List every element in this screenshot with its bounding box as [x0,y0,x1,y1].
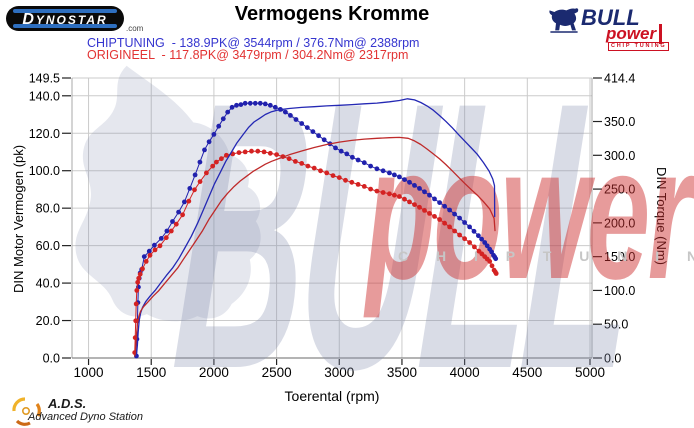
ads-swirl-icon [12,397,41,426]
svg-text:2000: 2000 [199,365,229,380]
dynostar-logo-rest: YNOSTAR [35,13,108,27]
svg-text:200.0: 200.0 [604,216,635,230]
bullpower-logo-bull-text: BULL [581,5,640,30]
bullpower-logo: BULL power CHIP TUNING [548,4,670,51]
dynostar-logo: DYNOSTAR [6,6,124,31]
ads-footer: A.D.S. Advanced Dyno Station [8,394,228,428]
svg-text:150.0: 150.0 [604,250,635,264]
svg-text:140.0: 140.0 [29,89,60,103]
svg-text:3000: 3000 [324,365,354,380]
svg-text:0.0: 0.0 [43,352,60,366]
svg-text:300.0: 300.0 [604,149,635,163]
svg-text:40.0: 40.0 [36,277,60,291]
svg-text:60.0: 60.0 [36,239,60,253]
svg-text:50.0: 50.0 [604,318,628,332]
svg-text:1000: 1000 [74,365,104,380]
svg-text:4500: 4500 [512,365,542,380]
svg-text:100.0: 100.0 [29,164,60,178]
series-chiptuning_power [135,98,496,357]
ads-abbr: A.D.S. [48,396,87,411]
ads-full-name: Advanced Dyno Station [28,411,143,423]
series-origineel_torque [132,148,499,355]
svg-text:350.0: 350.0 [604,115,635,129]
svg-text:3500: 3500 [387,365,417,380]
svg-text:120.0: 120.0 [29,127,60,141]
bullpower-logo-power-text: power [606,24,663,44]
svg-text:149.5: 149.5 [29,72,60,86]
bullpower-logo-tagline: CHIP TUNING [608,42,670,51]
svg-text:1500: 1500 [136,365,166,380]
svg-text:100.0: 100.0 [604,284,635,298]
svg-text:0.0: 0.0 [604,352,621,366]
svg-text:4000: 4000 [450,365,480,380]
svg-text:250.0: 250.0 [604,183,635,197]
svg-text:20.0: 20.0 [36,314,60,328]
svg-text:5000: 5000 [575,365,605,380]
bull-icon [549,8,579,33]
dynostar-logo-initial: D [22,11,36,28]
page-title: Vermogens Kromme [234,3,430,25]
chiptuning-spec-line: CHIPTUNING - 138.9PK@ 3544rpm / 376.7Nm@… [87,36,420,50]
svg-text:80.0: 80.0 [36,202,60,216]
svg-text:2500: 2500 [262,365,292,380]
origineel-spec-line: ORIGINEEL - 117.8PK@ 3479rpm / 304.2Nm@ … [87,48,409,62]
dynostar-domain-text: .com [126,24,144,33]
series-origineel_power [134,136,496,357]
dynostar-logo-text: DYNOSTAR [6,11,124,29]
dynostar-logo-stripe-top [13,9,117,13]
x-axis-title: Toerental (rpm) [284,388,380,404]
series-chiptuning_torque [134,100,499,359]
svg-text:414.4: 414.4 [604,72,635,86]
dynostar-logo-stripe-bottom [13,24,117,28]
